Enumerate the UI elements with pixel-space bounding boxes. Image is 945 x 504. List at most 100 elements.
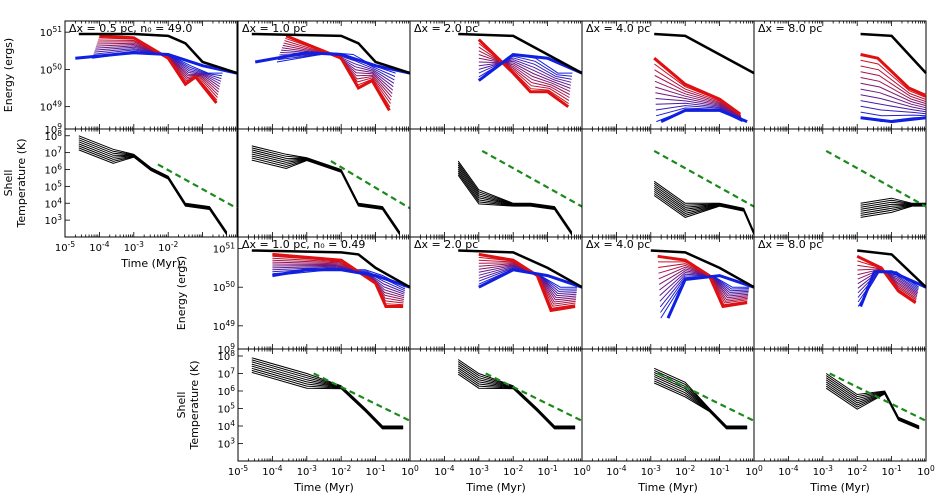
temperature-curves-bottom-3	[825, 372, 927, 430]
panel-frame	[581, 128, 755, 238]
panel-title: Δx = 4.0 pc	[586, 238, 650, 251]
y-tick-label: 109	[217, 342, 235, 356]
energy-family-line	[95, 45, 220, 88]
energy-curves-bottom-3	[856, 249, 927, 308]
energy-curves-top-3	[653, 32, 755, 123]
y-tick-label: 105	[217, 402, 235, 416]
kinetic-energy-line	[254, 51, 411, 75]
energy-family-line	[93, 49, 222, 80]
total-energy-line	[650, 249, 755, 289]
thermal-energy-line	[860, 53, 927, 97]
temperature-panel-top-3	[581, 128, 755, 238]
x-tick-label: 10-4	[434, 464, 454, 478]
temperature-panel-bottom-1	[409, 348, 583, 462]
y-tick-label: 106	[217, 384, 235, 398]
temperature-panel-bottom-2	[581, 348, 755, 462]
y-tick-label: 103	[217, 437, 235, 451]
shell-temperature-line	[251, 371, 404, 430]
shell-temperature-line	[251, 155, 401, 235]
energy-curves-top-2	[458, 32, 583, 108]
shell-temperature-line	[457, 168, 573, 234]
y-tick-label: 106	[44, 163, 62, 177]
energy-family-line	[94, 46, 221, 85]
panel-title: Δx = 1.0 pc	[242, 22, 306, 35]
shell-temperature-line	[251, 363, 404, 428]
thermal-energy-line	[856, 254, 917, 304]
temperature-panel-top-1	[237, 128, 411, 238]
x-tick-label: 10-2	[503, 464, 523, 478]
panel-frame	[409, 236, 583, 350]
energy-panel-bottom-1	[409, 236, 583, 350]
x-tick-label: 10-1	[365, 464, 385, 478]
shell-temperature-line	[251, 359, 404, 427]
total-energy-line	[251, 249, 411, 289]
panel-title: Δx = 0.5 pc, n₀ = 49.0	[69, 22, 192, 35]
y-tick-label: 107	[217, 367, 235, 381]
y-tick-label: 108	[44, 129, 62, 143]
shell-temperature-line	[251, 149, 401, 233]
shell-temperature-line	[860, 205, 926, 216]
energy-family-line	[96, 43, 220, 90]
shell-temperature-line	[457, 369, 576, 429]
shell-temperature-line	[653, 380, 748, 429]
x-tick-label: 10-2	[847, 464, 867, 478]
y-tick-label: 1051	[213, 242, 236, 256]
energy-axis-label: Energy (ergs)	[175, 256, 188, 330]
y-tick-label: 103	[44, 213, 62, 227]
shell-temperature-line	[457, 373, 576, 430]
x-tick-label: 10-3	[813, 464, 833, 478]
shell-temperature-line	[653, 195, 755, 235]
energy-family-line	[94, 48, 222, 82]
x-tick-label: 10-2	[158, 240, 178, 254]
total-energy-line	[654, 32, 755, 75]
x-tick-label: 10-3	[469, 464, 489, 478]
shell-temperature-line	[78, 137, 228, 233]
energy-family-line	[860, 100, 927, 113]
energy-family-line	[860, 65, 927, 100]
x-axis-label: Time (Myr)	[120, 257, 181, 270]
y-tick-label: 1049	[40, 100, 63, 114]
x-tick-label: 10-4	[606, 464, 626, 478]
kinetic-energy-line	[478, 268, 583, 289]
x-tick-label: 10-1	[881, 464, 901, 478]
panel-frame	[409, 348, 583, 462]
panel-title: Δx = 2.0 pc	[414, 22, 478, 35]
y-tick-label: 108	[217, 349, 235, 363]
energy-axis-label: Energy (ergs)	[2, 38, 15, 112]
temperature-axis-label: ShellTemperature (K)	[2, 139, 28, 229]
shell-temperature-line	[251, 157, 401, 235]
thermal-energy-line	[478, 252, 576, 313]
panel-frame	[237, 236, 411, 350]
panel-frame	[581, 348, 755, 462]
energy-curves-bottom-0	[251, 249, 411, 308]
x-axis-label: Time (Myr)	[293, 481, 354, 494]
y-tick-label: 1049	[213, 319, 236, 333]
temperature-panel-top-0	[64, 128, 238, 238]
panel-title: Δx = 2.0 pc	[414, 238, 478, 251]
energy-family-line	[655, 98, 742, 120]
x-axis-label: Time (Myr)	[465, 481, 526, 494]
x-tick-label: 10-1	[709, 464, 729, 478]
analytic-temperature-line	[330, 160, 411, 210]
energy-panel-top-2	[409, 20, 583, 130]
x-tick-label: 10-2	[331, 464, 351, 478]
shell-temperature-line	[457, 170, 573, 235]
temperature-curves-bottom-1	[457, 359, 583, 430]
analytic-temperature-line	[829, 372, 927, 422]
energy-panel-top-4	[753, 20, 927, 130]
panel-title: Δx = 8.0 pc	[758, 238, 822, 251]
x-tick-label: 100	[573, 464, 591, 478]
shell-temperature-line	[653, 382, 748, 430]
y-tick-label: 104	[44, 196, 62, 210]
shell-temperature-line	[860, 205, 926, 218]
energy-curves-top-1	[251, 32, 411, 112]
x-tick-label: 100	[917, 464, 935, 478]
y-axis: 109 1049 1050 1051	[213, 242, 243, 356]
energy-family-line	[655, 92, 742, 119]
y-tick-label: 1050	[213, 280, 236, 294]
panel-frame	[237, 20, 411, 130]
analytic-temperature-line	[157, 163, 238, 210]
x-axis-label: Time (Myr)	[637, 481, 698, 494]
energy-family-line	[654, 80, 742, 118]
